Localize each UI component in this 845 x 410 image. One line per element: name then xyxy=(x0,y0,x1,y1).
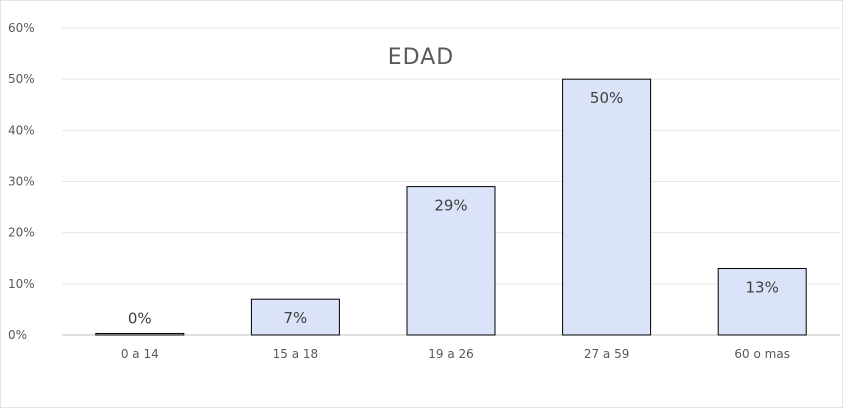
x-tick-label: 60 o mas xyxy=(734,347,790,361)
bar-15-a-18 xyxy=(250,298,340,336)
x-tick-label: 27 a 59 xyxy=(584,347,630,361)
gridlines xyxy=(62,27,840,336)
chart-title: EDAD xyxy=(388,45,454,70)
x-axis-tick-labels: 0 a 14 15 a 18 19 a 26 27 a 59 60 o mas xyxy=(121,347,790,361)
y-tick-label: 60% xyxy=(8,21,35,35)
y-tick-label: 30% xyxy=(8,175,35,189)
y-tick-label: 10% xyxy=(8,277,35,291)
data-label: 13% xyxy=(746,278,779,296)
y-tick-label: 20% xyxy=(8,226,35,240)
bar-27-a-59 xyxy=(562,78,652,336)
x-tick-label: 19 a 26 xyxy=(428,347,474,361)
bar-0-a-14 xyxy=(95,332,185,336)
bars xyxy=(95,78,807,336)
data-label: 29% xyxy=(434,197,467,215)
bar-60-o-mas xyxy=(717,267,807,336)
bar-19-a-26 xyxy=(406,186,496,336)
y-tick-label: 40% xyxy=(8,123,35,137)
y-tick-label: 0% xyxy=(8,328,27,342)
data-label: 50% xyxy=(590,89,623,107)
data-label: 0% xyxy=(128,309,152,327)
y-axis-tick-labels: 0% 10% 20% 30% 40% 50% 60% xyxy=(8,21,35,342)
x-tick-label: 15 a 18 xyxy=(273,347,319,361)
data-label: 7% xyxy=(284,309,308,327)
data-labels: 0% 7% 29% 50% 13% xyxy=(128,89,779,327)
y-tick-label: 50% xyxy=(8,72,35,86)
x-tick-label: 0 a 14 xyxy=(121,347,159,361)
